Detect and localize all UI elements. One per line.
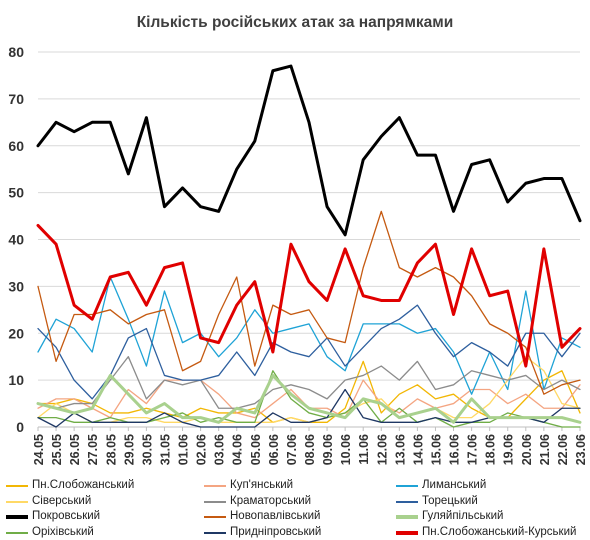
legend-swatch: [396, 530, 418, 535]
x-tick-label: 06.06: [267, 434, 281, 465]
legend-swatch: [204, 531, 226, 534]
legend-label: Новопавлівський: [230, 510, 321, 522]
legend-swatch: [6, 500, 28, 503]
series-line: [36, 373, 582, 424]
chart-title: Кількість російських атак за напрямками: [137, 14, 454, 31]
series-lines: [36, 64, 582, 428]
legend-label: Краматорський: [230, 494, 312, 507]
x-tick-label: 22.06: [556, 434, 570, 465]
x-tick-label: 08.06: [303, 434, 317, 465]
x-tick-label: 20.06: [520, 434, 534, 465]
x-tick-label: 12.06: [375, 434, 389, 465]
x-tick-label: 10.06: [339, 434, 353, 465]
legend-swatch: [204, 485, 226, 487]
y-tick-label: 0: [16, 419, 24, 435]
x-tick-label: 29.05: [122, 434, 136, 465]
x-tick-label: 28.05: [104, 434, 118, 465]
legend-swatch: [6, 485, 28, 487]
legend-label: Сіверський: [32, 494, 92, 507]
legend-swatch: [396, 500, 418, 503]
legend-label: Гуляйпільський: [422, 510, 504, 522]
x-tick-label: 15.06: [429, 434, 443, 465]
x-tick-label: 18.06: [484, 434, 498, 465]
y-tick-label: 80: [8, 44, 24, 60]
x-tick-label: 30.05: [140, 434, 154, 465]
x-tick-label: 16.06: [448, 434, 462, 465]
x-tick-label: 19.06: [502, 434, 516, 465]
x-tick-label: 11.06: [357, 434, 371, 465]
x-tick-label: 25.05: [50, 434, 64, 465]
legend-swatch: [396, 485, 418, 487]
series-line: [37, 304, 581, 400]
x-tick-label: 05.06: [249, 434, 263, 465]
x-tick-label: 14.06: [411, 434, 425, 465]
legend-label: Торецький: [422, 494, 478, 507]
series-line: [37, 210, 581, 395]
x-tick-label: 21.06: [538, 434, 552, 465]
x-tick-label: 03.06: [213, 434, 227, 465]
y-tick-label: 60: [8, 138, 24, 154]
legend-swatch: [204, 516, 226, 518]
x-tick-label: 17.06: [466, 434, 480, 465]
x-tick-label: 23.06: [574, 434, 588, 465]
x-tick-label: 24.05: [32, 434, 46, 465]
legend-label: Пн.Слобожанський: [32, 479, 135, 491]
series-line: [36, 223, 582, 368]
y-tick-label: 30: [8, 278, 24, 294]
series-line: [37, 356, 581, 409]
y-tick-label: 20: [8, 325, 24, 341]
y-tick-label: 70: [8, 91, 24, 107]
y-tick-label: 50: [8, 185, 24, 201]
series-line: [36, 64, 582, 237]
y-tick-label: 40: [8, 232, 24, 248]
x-tick-label: 13.06: [393, 434, 407, 465]
legend-label: Придніпровський: [230, 525, 322, 538]
legend-label: Покровський: [32, 510, 101, 522]
x-tick-label: 26.05: [68, 434, 82, 465]
legend-swatch: [396, 515, 418, 519]
x-tick-label: 27.05: [86, 434, 100, 465]
gridlines: [38, 51, 580, 428]
y-tick-label: 10: [8, 372, 24, 388]
legend-swatch: [204, 500, 226, 503]
axes: 0 10 20 30 40 50 60 70 80 24.05 25.05 26.05 27.05 28.…: [8, 44, 588, 465]
legend-label: Лиманський: [422, 479, 487, 491]
legend-label: Куп'янський: [230, 479, 294, 491]
x-tick-label: 01.06: [177, 434, 191, 465]
x-tick-label: 07.06: [285, 434, 299, 465]
legend-swatch: [6, 531, 28, 534]
legend-swatch: [6, 515, 28, 519]
x-tick-label: 02.06: [195, 434, 209, 465]
legend-label: Оріхівський: [32, 525, 94, 538]
legend-label: Пн.Слобожанський-Курський: [422, 525, 577, 538]
x-tick-label: 04.06: [231, 434, 245, 465]
x-tick-label: 09.06: [321, 434, 335, 465]
x-tick-label: 31.05: [158, 434, 172, 465]
